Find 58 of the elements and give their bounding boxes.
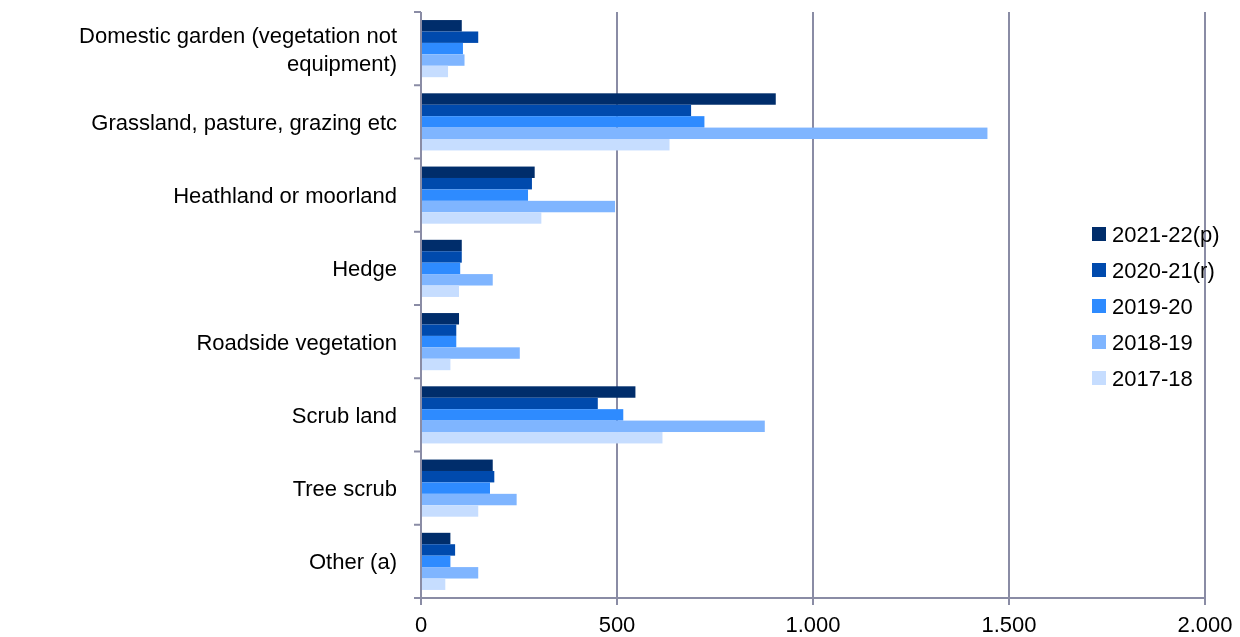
bar xyxy=(421,347,520,359)
bar xyxy=(421,555,451,568)
bar xyxy=(421,139,670,151)
bar xyxy=(421,432,663,444)
bar xyxy=(421,409,624,421)
bar xyxy=(421,116,705,128)
bar xyxy=(421,127,988,140)
bar xyxy=(421,482,490,494)
bar xyxy=(421,567,479,579)
bar xyxy=(421,262,461,275)
x-tick-label: 500 xyxy=(598,612,636,637)
bar xyxy=(421,386,636,398)
bar xyxy=(421,274,493,286)
bar xyxy=(421,578,446,590)
y-tick-label: Grassland, pasture, grazing etc xyxy=(91,109,397,135)
bar xyxy=(421,65,449,78)
bar xyxy=(421,313,460,325)
y-tick-label: Other (a) xyxy=(308,549,397,575)
y-tick-label: Heathland or moorland xyxy=(173,183,397,209)
bar xyxy=(421,104,692,117)
bar xyxy=(421,324,457,336)
bar xyxy=(421,420,765,433)
y-tick-label: Domestic garden (vegetation not equipment) xyxy=(79,22,397,76)
bar xyxy=(421,358,451,371)
bar xyxy=(421,532,451,545)
bar xyxy=(421,177,532,190)
legend-label: 2017-18 xyxy=(1112,366,1193,391)
bar xyxy=(421,285,460,297)
bar xyxy=(421,189,529,201)
legend-label: 2020-21(r) xyxy=(1112,258,1215,283)
bar xyxy=(421,251,462,263)
y-tick-label: Scrub land xyxy=(291,402,397,428)
legend-label: 2021-22(p) xyxy=(1112,222,1220,247)
y-tick-label: Roadside vegetation xyxy=(196,329,397,355)
bar xyxy=(421,544,456,556)
bar xyxy=(421,31,479,43)
x-tick-label: 1.500 xyxy=(981,612,1037,637)
bar xyxy=(421,20,462,32)
y-tick-label: Tree scrub xyxy=(292,476,397,502)
bar xyxy=(421,493,517,506)
bar xyxy=(421,54,465,66)
bar xyxy=(421,335,457,348)
bar xyxy=(421,42,463,55)
x-tick-label: 1.000 xyxy=(785,612,841,637)
legend-label: 2018-19 xyxy=(1112,330,1193,355)
bar xyxy=(421,166,535,178)
bar xyxy=(421,459,493,471)
bar xyxy=(421,200,616,213)
bar xyxy=(421,470,495,483)
bar xyxy=(421,397,598,410)
legend-label: 2019-20 xyxy=(1112,294,1193,319)
y-tick-label: Hedge xyxy=(332,256,397,282)
bar xyxy=(421,239,462,252)
x-tick-label: 0 xyxy=(414,612,428,637)
bar xyxy=(421,93,776,105)
x-tick-label: 2.000 xyxy=(1177,612,1233,637)
bar xyxy=(421,212,542,224)
bar xyxy=(421,505,479,517)
